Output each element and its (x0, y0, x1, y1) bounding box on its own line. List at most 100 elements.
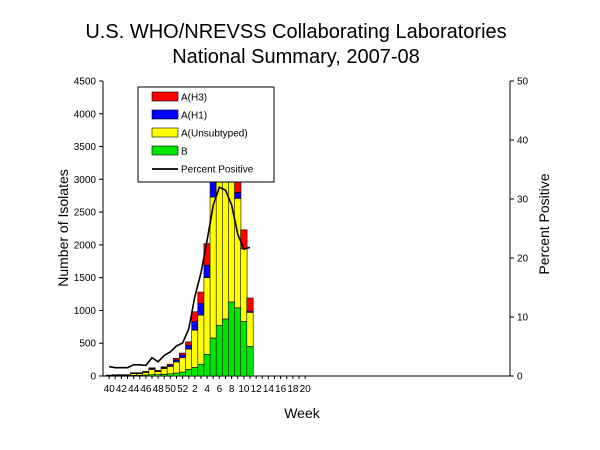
y2-tick-label: 10 (517, 313, 529, 324)
y-tick-label: 2500 (74, 208, 97, 219)
x-tick-label: 52 (177, 384, 189, 395)
bar-segment (203, 277, 211, 355)
y-tick-label: 500 (79, 339, 96, 350)
bar-segment (228, 301, 236, 377)
bar-segment (173, 372, 181, 377)
x-tick-label: 2 (192, 384, 198, 395)
bar-segment (142, 372, 150, 376)
bar-segment (240, 321, 248, 377)
bar-segment (148, 367, 156, 369)
legend-label: B (181, 147, 188, 158)
bar-segment (166, 363, 174, 366)
x-tick-label: 46 (140, 384, 152, 395)
bar-segment (173, 357, 181, 361)
legend-label: A(Unsubtyped) (181, 129, 248, 140)
y-tick-label: 4000 (74, 109, 97, 120)
bar-segment (246, 312, 254, 347)
bar-segment (142, 371, 150, 373)
y2-tick-label: 40 (517, 136, 529, 147)
bar-segment (234, 198, 242, 309)
bar-segment (179, 354, 187, 358)
bar-segment (173, 361, 181, 374)
bar-segment (111, 374, 119, 376)
x-tick-label: 12 (251, 384, 263, 395)
chart-title-line-2: National Summary, 2007-08 (172, 46, 420, 68)
y-axis-label: Number of Isolates (55, 169, 71, 287)
x-axis: 40 42 44 46 48 50 52 2 4 6 8 10 12 14 16 18 20 (103, 375, 510, 395)
percent-positive-line (108, 186, 251, 369)
x-tick-label: 40 (104, 384, 116, 395)
bar-segment (166, 373, 174, 377)
x-tick-label: 20 (300, 384, 312, 395)
bar-segment (203, 264, 211, 278)
x-tick-label: 44 (128, 384, 140, 395)
y-tick-label: 1000 (74, 306, 97, 317)
x-tick-label: 48 (153, 384, 165, 395)
y2-tick-label: 50 (517, 77, 529, 88)
bar-segment (246, 297, 254, 312)
x-tick-label: 18 (287, 384, 299, 395)
y2-tick-label: 30 (517, 195, 529, 206)
y-tick-label: 4500 (74, 77, 97, 88)
bar-segment (117, 374, 125, 376)
bar-segment (166, 366, 174, 375)
x-tick-label: 42 (116, 384, 128, 395)
bar-segment (234, 192, 242, 199)
y-tick-label: 0 (90, 372, 96, 383)
y2-tick-label: 0 (517, 372, 523, 383)
y-tick-label: 3000 (74, 175, 97, 186)
x-tick-label: 6 (217, 384, 223, 395)
x-axis-label: Week (284, 405, 321, 421)
bar-segment (105, 374, 113, 377)
legend-swatch (151, 109, 179, 120)
y-tick-label: 2000 (74, 240, 97, 251)
bar-segment (160, 366, 168, 368)
bar-segment (154, 370, 162, 372)
bar-segment (209, 337, 217, 377)
bar-segment (240, 248, 248, 322)
x-tick-label: 14 (263, 384, 275, 395)
bar-segment (191, 367, 199, 377)
bar-segment (209, 181, 217, 198)
y-axis: 0 500 1000 1500 2000 2500 3000 3500 4000 4500 (74, 77, 104, 383)
bar-segment (124, 374, 132, 376)
x-tick-label: 16 (275, 384, 287, 395)
bar-segment (185, 341, 193, 346)
legend-swatch (151, 91, 179, 102)
x-tick-label: 4 (204, 384, 210, 395)
bar-segment (197, 291, 205, 304)
bar-segment (191, 311, 199, 322)
bar-segment (154, 371, 162, 375)
y2-tick-label: 20 (517, 254, 529, 265)
legend-box (137, 86, 275, 183)
x-tick-label: 8 (229, 384, 235, 395)
bar-segment (197, 314, 205, 365)
bar-segment (234, 307, 242, 377)
bar-segment (185, 344, 193, 350)
y-tick-label: 1500 (74, 273, 97, 284)
y2-axis: 0 10 20 30 40 50 (509, 77, 529, 383)
bar-segment (191, 329, 199, 368)
legend: A(H3) A(H1) A(Unsubtyped) B Percent Positive (137, 86, 275, 183)
x-tick-label: 50 (165, 384, 177, 395)
bar-segment (191, 321, 199, 331)
legend-swatch (151, 127, 179, 138)
legend-swatch (151, 145, 179, 156)
bar-segment (179, 371, 187, 377)
legend-label: A(H1) (181, 111, 207, 122)
y2-axis-label: Percent Positive (536, 173, 552, 274)
bar-segment (179, 357, 187, 373)
bar-segment (222, 318, 230, 377)
bar-segment (203, 354, 211, 377)
bar-segment (179, 352, 187, 356)
legend-label: A(H3) (181, 93, 207, 104)
bar-segment (240, 229, 248, 250)
bar-segment (148, 369, 156, 375)
x-tick-label: 10 (238, 384, 250, 395)
chart-title-line-1: U.S. WHO/NREVSS Collaborating Laboratori… (85, 21, 506, 43)
percent-positive-polyline (108, 186, 251, 369)
y-tick-label: 3500 (74, 142, 97, 153)
bar-segment (130, 372, 138, 374)
bar-segment (246, 346, 254, 377)
